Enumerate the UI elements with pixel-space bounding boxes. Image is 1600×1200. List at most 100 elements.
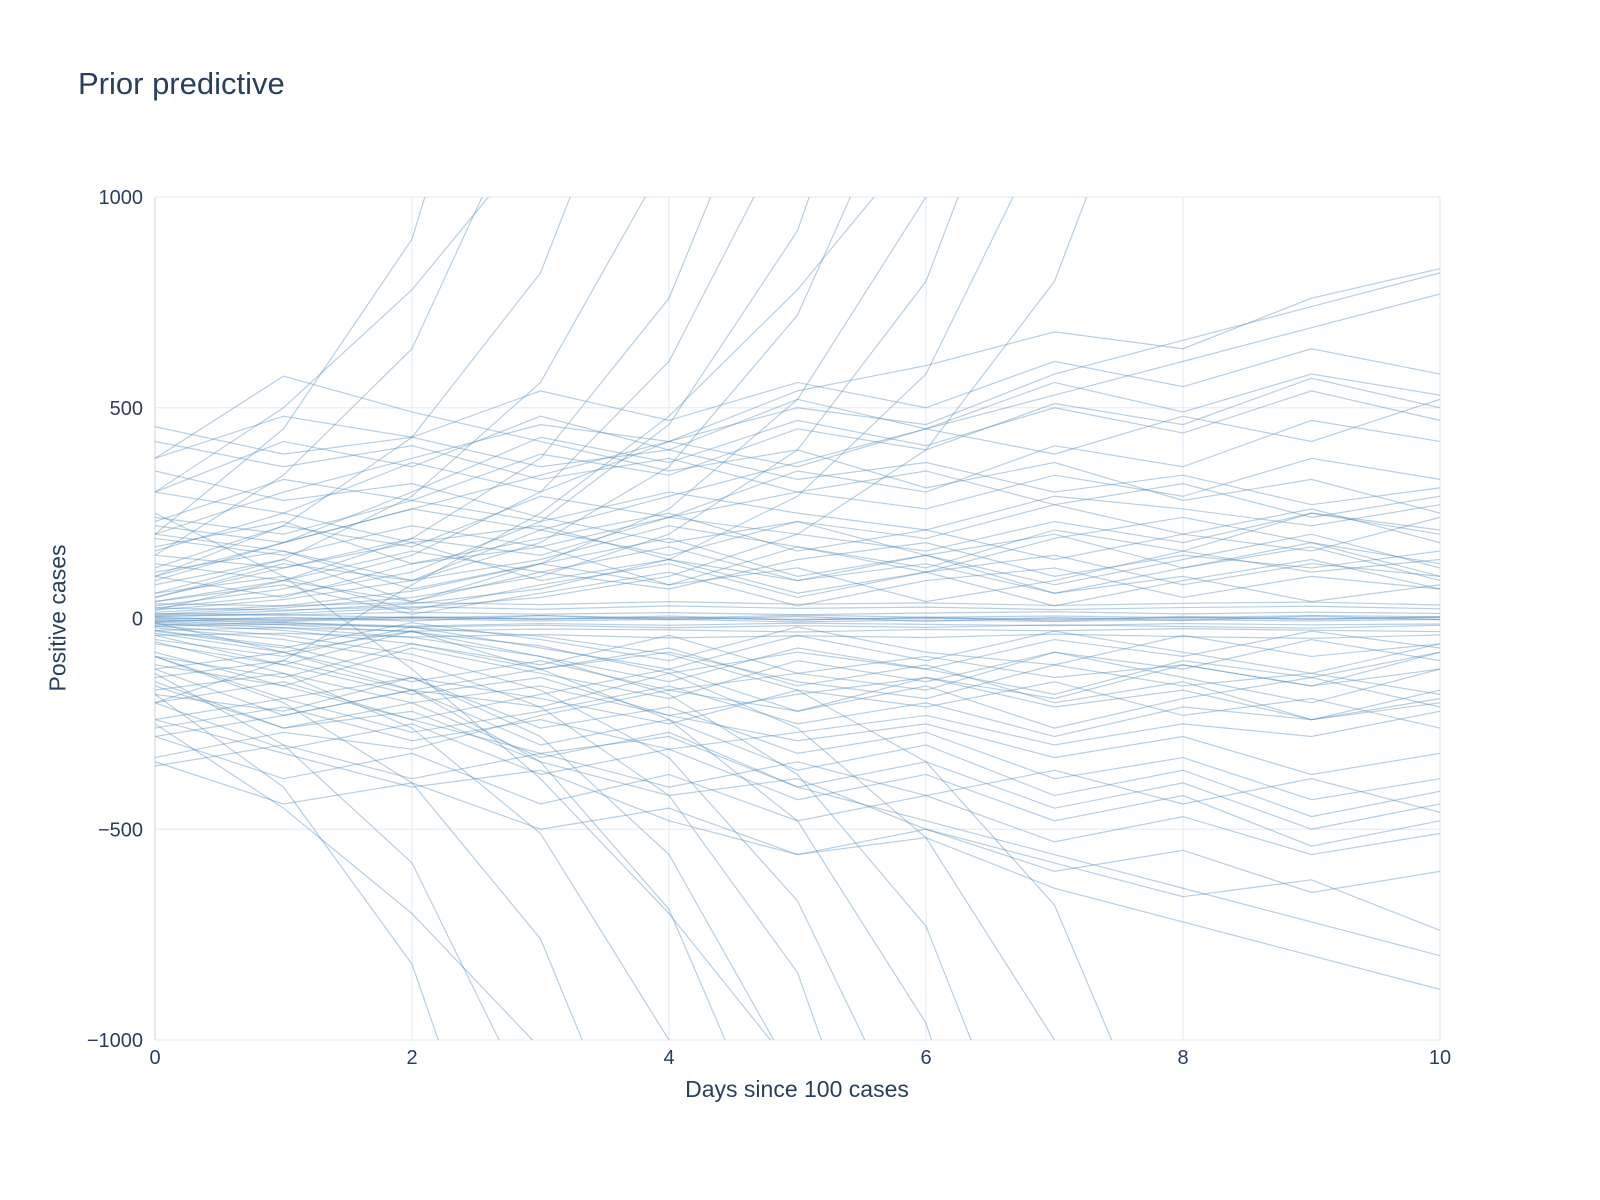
prior-sample-line: [155, 377, 1440, 523]
prior-sample-line: [155, 627, 1440, 633]
prior-sample-line: [155, 641, 670, 1040]
prior-sample-line: [155, 723, 534, 1040]
prior-sample-line: [155, 672, 500, 1040]
prior-sample-line: [155, 268, 1440, 535]
prior-sample-line: [155, 634, 1440, 691]
prior-sample-line: [155, 655, 1440, 801]
prior-sample-line: [155, 491, 1440, 535]
y-tick-label: 1000: [99, 187, 144, 209]
prior-sample-line: [155, 685, 1440, 931]
prior-sample-line: [155, 668, 1440, 729]
prior-sample-line: [155, 419, 1440, 569]
chart-title: Prior predictive: [78, 66, 285, 101]
prior-sample-line: [155, 632, 726, 1040]
prior-sample-line: [155, 625, 866, 1040]
prior-sample-line: [155, 620, 1056, 1040]
prior-sample-line: [155, 693, 439, 1040]
prior-sample-line: [155, 197, 646, 594]
y-tick-label: −1000: [87, 1030, 143, 1052]
prior-sample-line: [155, 630, 1440, 695]
prior-sample-line: [155, 706, 1440, 750]
prior-sample-line: [155, 470, 1440, 582]
prior-sample-line: [155, 348, 1440, 459]
prior-sample-line: [155, 373, 1440, 493]
y-tick-label: 0: [132, 609, 143, 631]
prior-sample-line: [155, 622, 1440, 627]
prior-sample-line: [155, 619, 1113, 1040]
prior-sample-line: [155, 398, 1440, 552]
prior-sample-line: [155, 542, 1440, 603]
prior-sample-line: [155, 197, 483, 556]
prior-sample-line: [155, 197, 426, 535]
prior-sample-line: [155, 744, 1440, 813]
y-tick-label: −500: [98, 819, 143, 841]
prior-sample-line: [155, 390, 1440, 582]
x-tick-label: 0: [149, 1047, 160, 1069]
prior-sample-line: [155, 546, 1440, 603]
prior-sample-line: [155, 272, 1440, 577]
prior-sample-line: [155, 197, 852, 611]
prior-sample-line: [155, 611, 1440, 616]
prior-sample-line: [155, 655, 583, 1040]
y-tick-label: 500: [110, 398, 143, 420]
prior-sample-lines: [155, 197, 1440, 1040]
prior-sample-line: [155, 197, 490, 493]
prior-sample-line: [155, 512, 1440, 556]
prior-sample-line: [155, 605, 1440, 611]
gridlines: [154, 196, 1441, 1041]
prior-sample-line: [155, 647, 1440, 704]
prior-sample-line: [155, 622, 1440, 721]
prior-sample-line: [155, 627, 823, 1040]
prior-sample-line: [155, 626, 1440, 674]
prior-sample-line: [155, 512, 772, 1040]
prior-sample-line: [155, 622, 1440, 666]
prior-sample-line: [155, 508, 1440, 565]
prior-sample-line: [155, 197, 810, 609]
prior-sample-line: [155, 672, 1440, 721]
prior-sample-line: [155, 630, 1440, 738]
prior-sample-line: [155, 516, 1440, 582]
x-tick-label: 10: [1429, 1047, 1451, 1069]
x-axis-title: Days since 100 cases: [685, 1076, 909, 1102]
prior-sample-line: [155, 634, 1440, 776]
prior-sample-line: [155, 719, 1440, 991]
prior-sample-line: [155, 197, 571, 577]
prior-sample-line: [155, 651, 1440, 759]
prior-sample-line: [155, 375, 1440, 514]
prior-sample-line: [155, 668, 1440, 818]
prior-sample-line: [155, 622, 933, 1040]
prior-sample-line: [155, 197, 875, 704]
prior-sample-line: [155, 197, 927, 613]
x-tick-label: 2: [406, 1047, 417, 1069]
prior-sample-line: [155, 601, 1440, 607]
prior-sample-line: [155, 614, 1440, 623]
prior-sample-line: [155, 426, 1440, 506]
prior-sample-line: [155, 533, 1440, 590]
prior-sample-line: [155, 702, 1440, 847]
prior-sample-line: [155, 567, 1440, 615]
prior-sample-line: [155, 615, 1440, 622]
prior-sample-line: [155, 440, 1440, 518]
prior-sample-line: [155, 681, 1440, 830]
prior-sample-line: [155, 491, 1440, 603]
prior-sample-line: [155, 735, 1440, 856]
prior-sample-line: [155, 504, 1440, 556]
prior-sample-line: [155, 651, 1440, 691]
prior-sample-line: [155, 629, 775, 1040]
prior-sample-line: [155, 197, 755, 607]
prior-sample-line: [155, 621, 972, 1040]
prior-sample-line: [155, 618, 1440, 623]
prior-sample-line: [155, 632, 1440, 639]
prior-sample-line: [155, 616, 1440, 621]
x-tick-label: 4: [663, 1047, 674, 1069]
prior-sample-line: [155, 512, 1440, 611]
tick-labels: 0 2 4 6 8 10 −1000 −500 0 500 1000: [87, 187, 1451, 1069]
prior-sample-line: [155, 197, 1088, 617]
prior-sample-line: [155, 293, 1440, 599]
prior-sample-line: [155, 623, 1440, 629]
prior-sample-line: [155, 676, 1440, 729]
prior-sample-line: [155, 542, 1440, 594]
prior-sample-line: [155, 197, 712, 603]
prior-sample-line: [155, 614, 1440, 619]
